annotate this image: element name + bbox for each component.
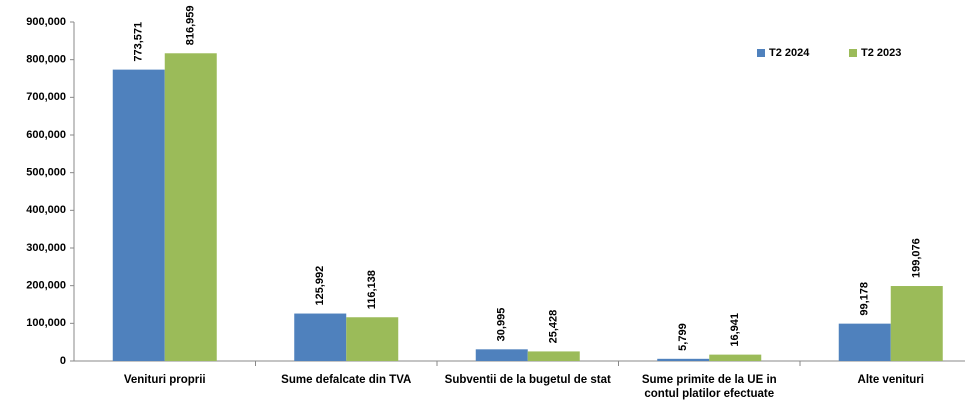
x-tick-label: Venituri proprii [123, 374, 206, 386]
x-tick-label: Sume defalcate din TVA [281, 374, 412, 386]
y-tick-label: 800,000 [26, 54, 66, 66]
value-label: 125,992 [314, 266, 326, 306]
value-label: 5,799 [677, 323, 689, 351]
legend-swatch [849, 49, 857, 57]
value-label: 199,076 [911, 238, 923, 278]
bar [657, 358, 710, 361]
bar [475, 349, 528, 361]
y-tick-label: 600,000 [26, 129, 66, 141]
value-label: 30,995 [496, 308, 508, 342]
y-tick-label: 200,000 [26, 280, 66, 292]
bar [890, 286, 943, 361]
y-tick-label: 900,000 [26, 16, 66, 28]
legend-label: T2 2023 [861, 47, 901, 59]
x-tick-label: Alte venituri [857, 374, 924, 386]
legend-swatch [757, 49, 765, 57]
value-label: 816,959 [185, 6, 197, 46]
bar [709, 354, 762, 361]
y-tick-label: 500,000 [26, 167, 66, 179]
value-label: 773,571 [133, 22, 145, 62]
value-label: 116,138 [366, 270, 378, 309]
value-label: 16,941 [729, 313, 741, 347]
y-tick-label: 300,000 [26, 242, 66, 254]
bar [838, 323, 891, 361]
y-tick-label: 0 [60, 355, 66, 367]
bar [346, 317, 399, 361]
x-tick-label: Subventii de la bugetul de stat [444, 374, 611, 386]
value-label: 25,428 [548, 310, 560, 344]
bar [527, 351, 580, 361]
x-tick-label: Sume primite de la UE in contul platilor… [641, 374, 777, 400]
bar [164, 53, 217, 361]
bar [112, 69, 165, 362]
value-label: 99,178 [859, 282, 871, 316]
y-tick-label: 400,000 [26, 204, 66, 216]
legend-label: T2 2024 [769, 47, 810, 59]
y-tick-label: 700,000 [26, 91, 66, 103]
bar [294, 313, 347, 361]
y-tick-label: 100,000 [26, 317, 66, 329]
